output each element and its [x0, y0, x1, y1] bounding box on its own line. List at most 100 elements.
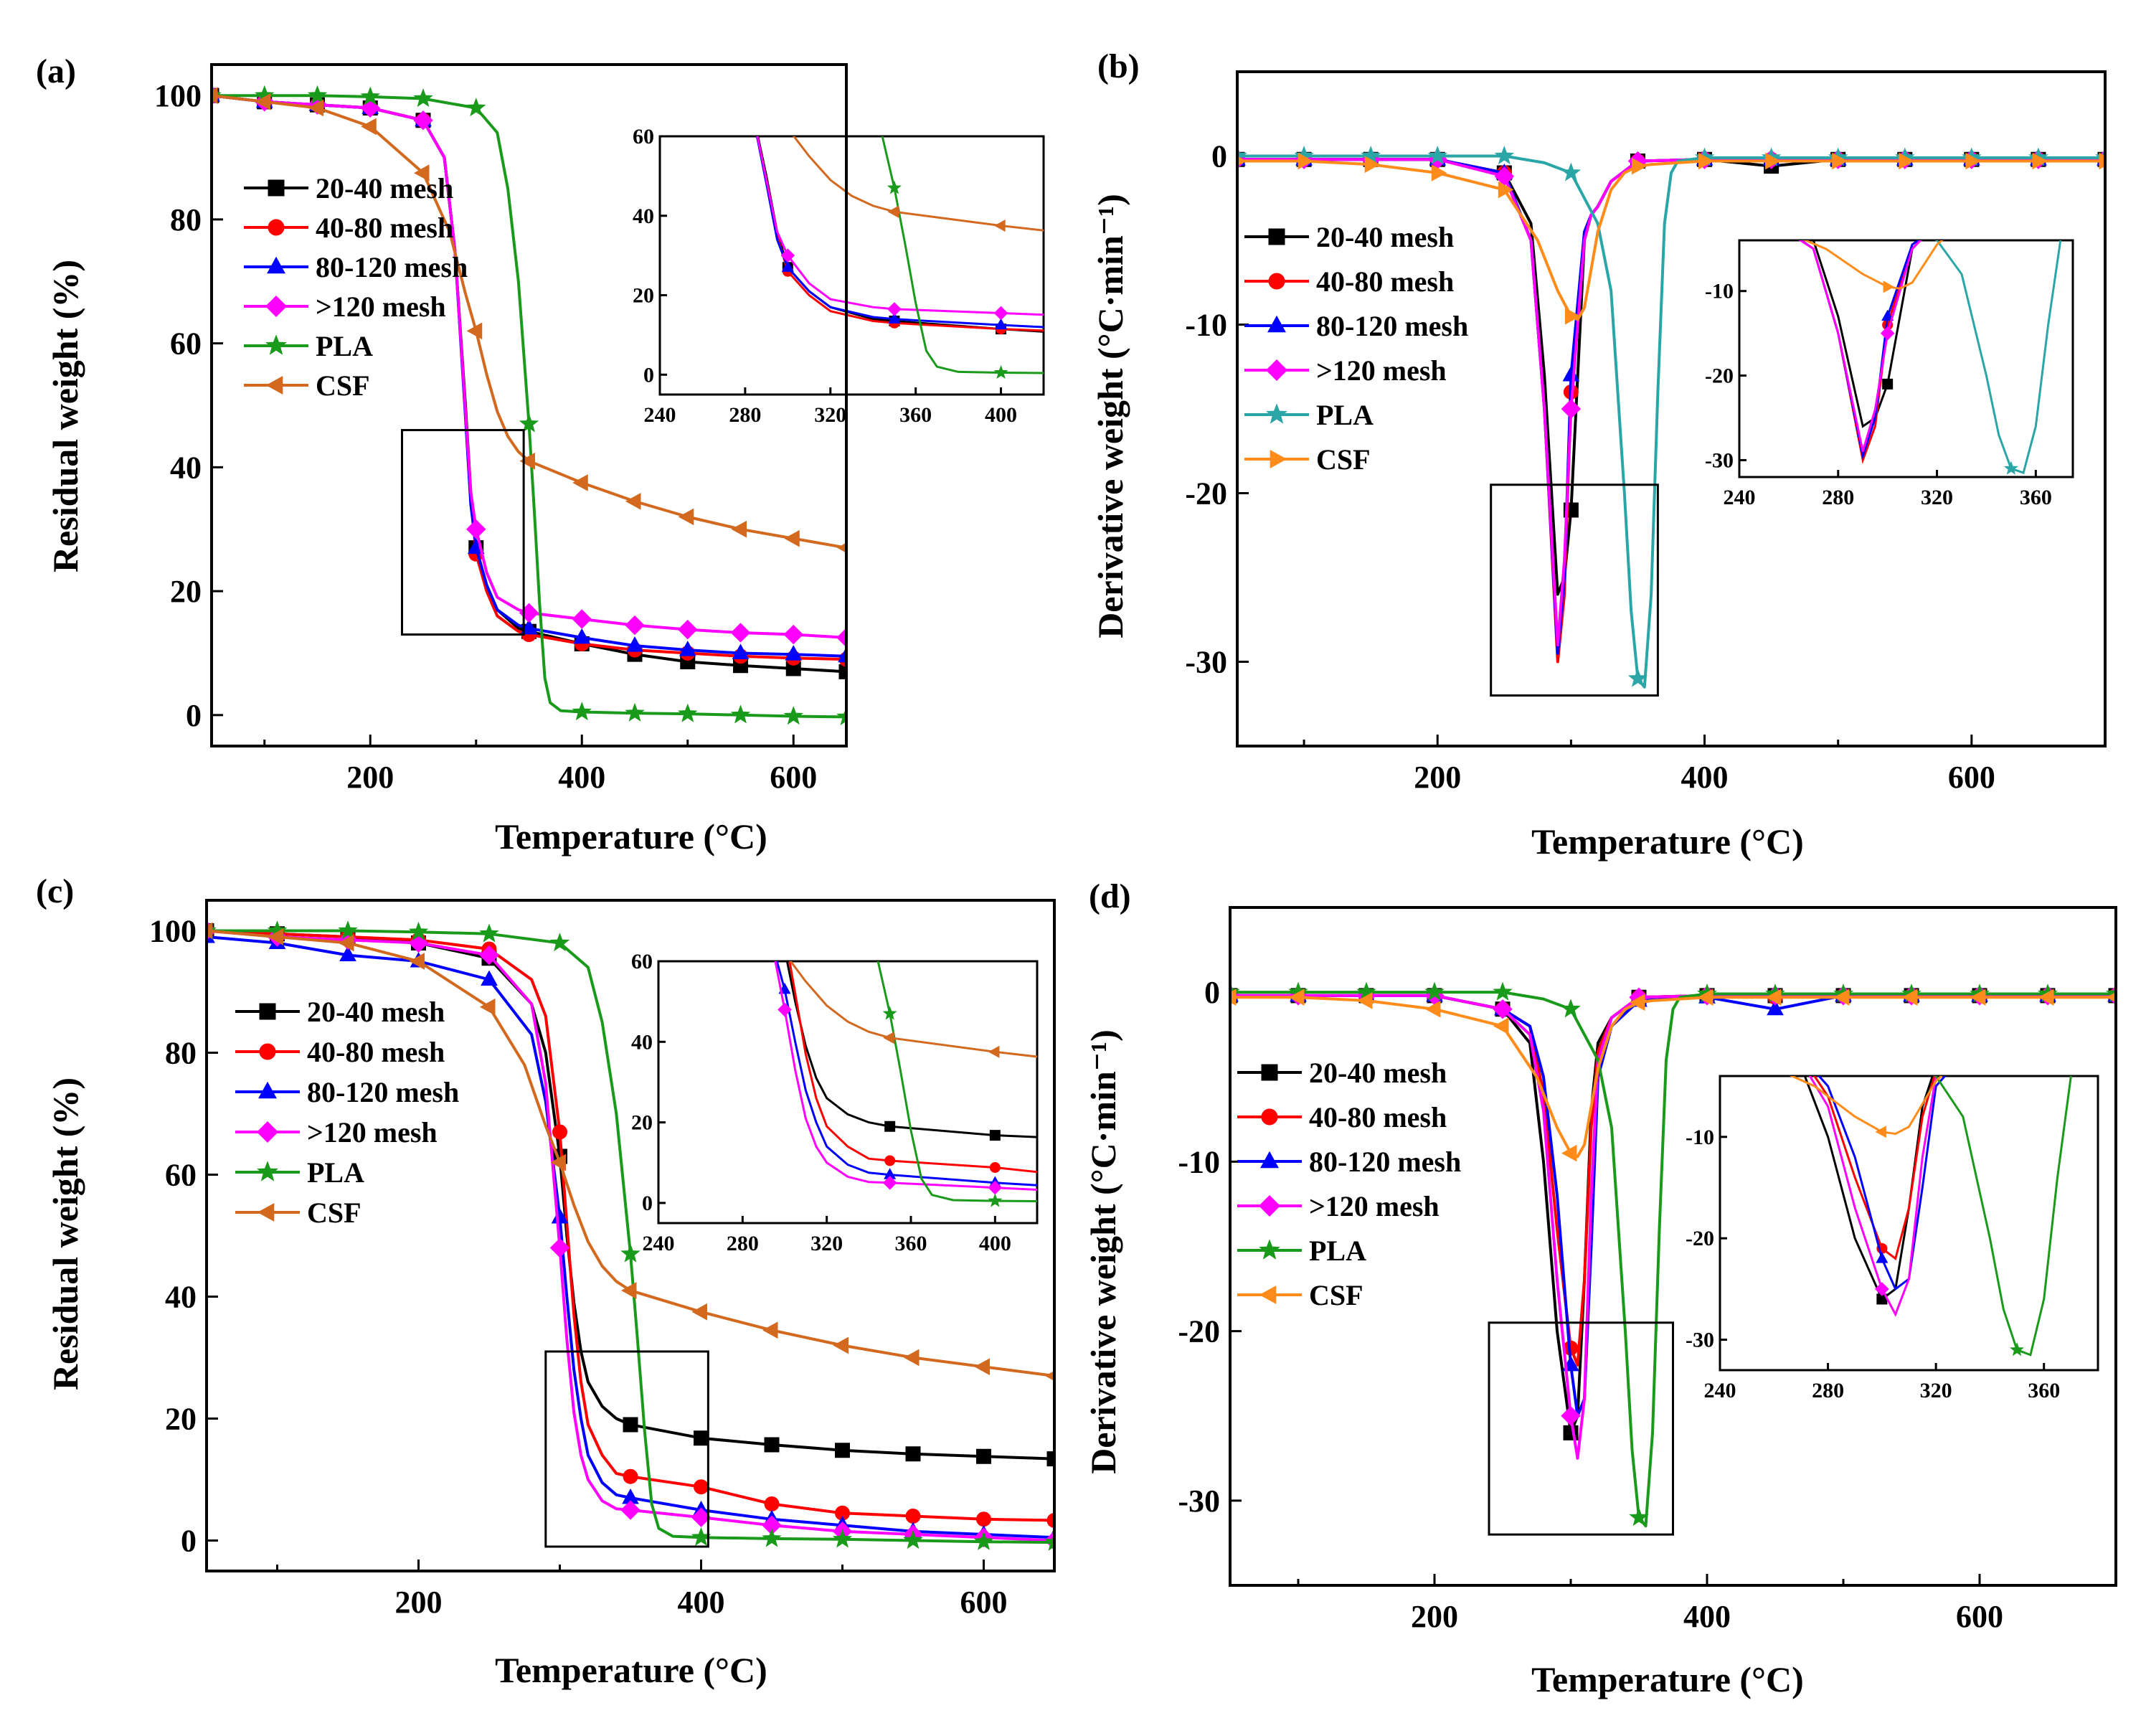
inset-frame [1738, 239, 2074, 478]
inset-series-group [1757, 210, 2062, 475]
data-point-pla [1494, 146, 1515, 165]
inset-data-point-120-mesh [1757, 210, 1770, 223]
data-point-pla [832, 1529, 853, 1548]
legend-label-pla: PLA [1316, 399, 1374, 431]
data-point-csf [1970, 989, 1986, 1006]
data-point-120-mesh [678, 619, 698, 640]
inset-data-point-80-120-mesh [2011, 1034, 2022, 1044]
inset-y-tick-label: 0 [642, 1192, 653, 1215]
y-tick-label: 60 [170, 326, 202, 362]
legend-label-120-mesh: >120 mesh [1309, 1190, 1440, 1222]
data-point-40-80-mesh [694, 1479, 709, 1495]
inset-data-point-pla [2003, 461, 2018, 475]
series-group [1237, 146, 2105, 689]
legend-marker-120-mesh [1258, 1194, 1281, 1217]
y-axis-label: Residual weight (%) [45, 1077, 85, 1390]
series-line-40-80-mesh [207, 929, 1054, 1522]
panel-b: (b) Derivative weight (°C·min⁻¹) Temperatu… [1090, 47, 2107, 862]
inset-data-point-120-mesh [2010, 1032, 2023, 1045]
data-point-csf [1899, 152, 1914, 170]
data-point-120-mesh [549, 1237, 570, 1258]
data-point-pla [338, 920, 358, 940]
inset-series-line-csf [789, 961, 1037, 1058]
data-point-pla [836, 706, 846, 726]
data-point-20-40-mesh [835, 1443, 850, 1458]
inset-y-tick-label: -10 [1705, 280, 1734, 303]
data-point-120-mesh [466, 519, 486, 539]
legend-label-120-mesh: >120 mesh [1316, 354, 1447, 387]
y-tick-label: -10 [1185, 308, 1227, 343]
x-tick-label: 400 [678, 1585, 725, 1620]
plot-frame [1236, 70, 2107, 747]
data-point-csf [974, 1358, 990, 1376]
series-line-120-mesh [1230, 994, 2116, 1460]
inset-frame [658, 135, 1045, 396]
panel-label: (b) [1097, 47, 1140, 85]
data-point-csf [413, 164, 430, 181]
data-point-pla [360, 86, 380, 105]
series-line-pla [212, 94, 846, 719]
legend-marker-csf [265, 376, 283, 395]
panel-label: (c) [36, 872, 74, 910]
x-tick-label: 200 [1411, 1599, 1458, 1634]
inset-data-point-120-mesh [1875, 1282, 1889, 1296]
data-point-pla [1561, 999, 1581, 1018]
series-group [212, 85, 846, 726]
inset-data-point-120-mesh [777, 1002, 792, 1017]
data-point-120-mesh [572, 609, 592, 629]
inset-series-group [1741, 1029, 2073, 1357]
inset-data-point-csf [2011, 1036, 2021, 1047]
data-point-csf [1697, 989, 1714, 1006]
legend-label-40-80-mesh: 40-80 mesh [307, 1036, 445, 1068]
inset-data-point-120-mesh [780, 248, 795, 263]
inset-data-point-20-40-mesh [2012, 1034, 2022, 1044]
legend-marker-80-120-mesh [267, 256, 285, 274]
inset-data-point-pla [1741, 1029, 1753, 1041]
inset-x-tick-label: 400 [979, 1232, 1011, 1255]
data-point-pla [783, 706, 803, 725]
inset-data-point-40-80-mesh [780, 928, 790, 938]
inset-frame [657, 960, 1039, 1225]
legend-marker-20-40-mesh [1261, 1064, 1278, 1081]
data-point-80-120-mesh [626, 636, 643, 652]
inset-x-tick-label: 360 [895, 1232, 927, 1255]
inset-data-point-80-120-mesh [1881, 309, 1894, 321]
inset-series-line-40-80-mesh [756, 136, 1044, 332]
plot-frame [210, 63, 848, 747]
data-point-120-mesh [479, 945, 499, 966]
y-axis-label: Residual weight (%) [45, 260, 85, 572]
data-point-20-40-mesh [623, 1417, 638, 1433]
data-point-pla [903, 1530, 923, 1549]
data-point-csf [1901, 989, 1918, 1006]
inset-data-point-pla [882, 1006, 897, 1020]
inset-y-tick-label: 40 [633, 204, 654, 228]
data-point-csf [691, 1303, 707, 1321]
inset-x-tick-label: 240 [1704, 1379, 1736, 1402]
x-tick-label: 400 [558, 760, 605, 795]
data-point-csf [409, 953, 425, 970]
y-tick-label: 100 [154, 78, 202, 113]
data-point-pla [519, 413, 539, 433]
inset-data-point-csf [1883, 280, 1895, 293]
inset-y-tick-label: -10 [1686, 1126, 1714, 1149]
data-point-20-40-mesh [838, 664, 846, 679]
data-point-80-120-mesh [339, 945, 356, 961]
y-tick-label: 20 [165, 1402, 197, 1437]
data-point-csf [1631, 157, 1648, 175]
legend-marker-120-mesh [1265, 359, 1288, 382]
data-point-20-40-mesh [905, 1446, 921, 1462]
data-point-40-80-mesh [1046, 1512, 1054, 1528]
data-point-80-120-mesh [481, 970, 498, 986]
inset-data-point-csf [988, 1045, 1000, 1058]
y-tick-label: 0 [1204, 975, 1220, 1010]
x-tick-label: 400 [1681, 760, 1729, 795]
panel-a: (a) Residual weight (%) Temperature (°C) 20… [36, 52, 1045, 857]
data-point-120-mesh [1493, 999, 1513, 1019]
data-point-csf [268, 928, 283, 945]
data-point-csf [1424, 1000, 1441, 1018]
data-point-pla [307, 85, 328, 104]
data-point-80-120-mesh [573, 628, 591, 644]
data-point-csf [833, 1336, 849, 1354]
legend-marker-80-120-mesh [1260, 1151, 1279, 1169]
data-point-csf [678, 508, 694, 526]
